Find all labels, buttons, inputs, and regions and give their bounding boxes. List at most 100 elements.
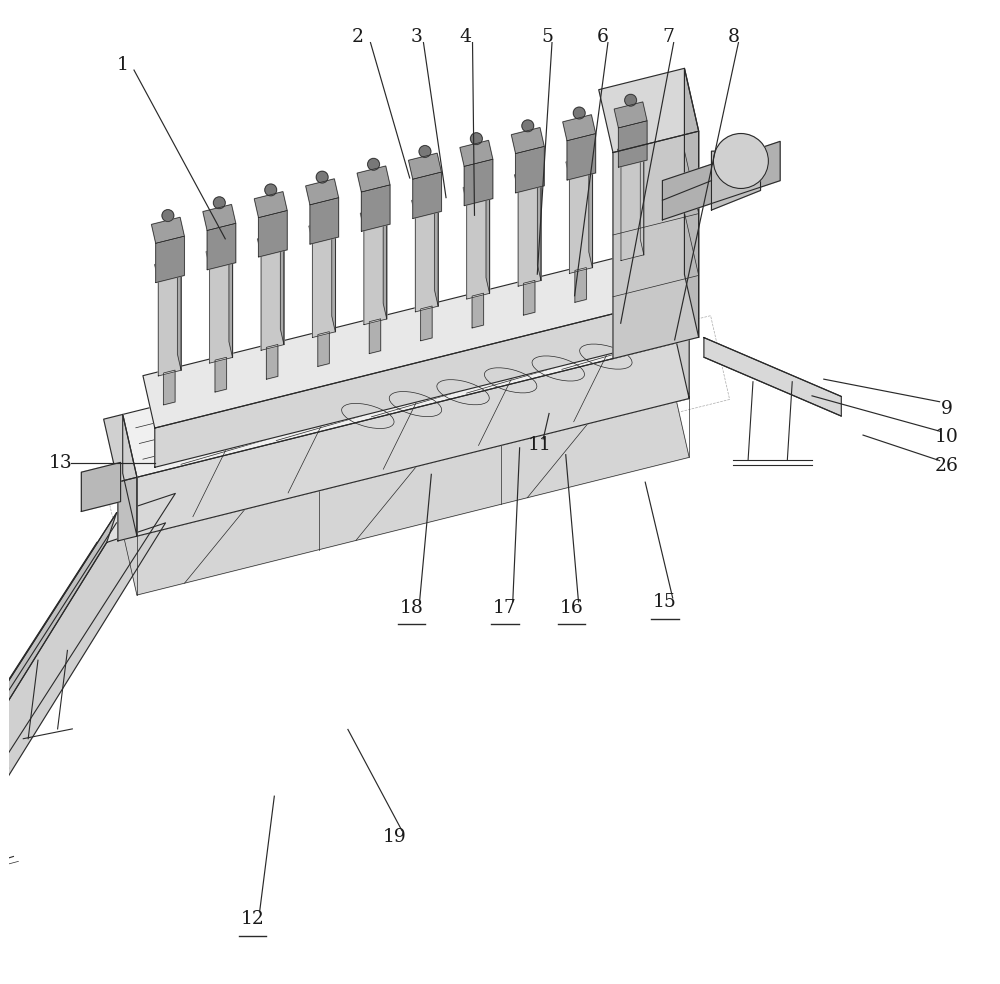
Polygon shape [332,220,335,332]
Polygon shape [409,154,441,179]
Polygon shape [0,523,166,827]
Polygon shape [313,236,335,338]
Text: 17: 17 [493,599,517,617]
Polygon shape [472,293,484,328]
Polygon shape [518,185,541,286]
Text: 13: 13 [49,454,72,471]
Polygon shape [229,246,233,357]
Text: 2: 2 [352,28,364,45]
Polygon shape [0,493,175,788]
Polygon shape [164,370,175,404]
Text: 4: 4 [460,28,472,45]
Polygon shape [613,131,699,358]
Polygon shape [360,208,387,229]
Polygon shape [626,255,638,289]
Circle shape [470,133,482,145]
Polygon shape [711,152,761,210]
Text: 9: 9 [941,400,952,417]
Polygon shape [464,159,493,206]
Polygon shape [383,208,387,319]
Polygon shape [640,144,644,255]
Circle shape [419,146,431,157]
Polygon shape [118,477,137,541]
Circle shape [625,94,637,106]
Polygon shape [675,277,689,399]
Circle shape [162,210,174,221]
Polygon shape [203,205,236,230]
Polygon shape [259,211,287,257]
Circle shape [573,107,585,119]
Polygon shape [104,414,137,482]
Polygon shape [143,248,669,428]
Polygon shape [155,300,669,467]
Circle shape [316,171,328,183]
Polygon shape [467,198,490,299]
Text: 12: 12 [241,910,265,928]
Text: 5: 5 [541,28,553,45]
Polygon shape [266,344,278,379]
Polygon shape [599,68,699,153]
Polygon shape [567,134,596,180]
Polygon shape [306,179,339,205]
Polygon shape [357,166,390,192]
Polygon shape [570,172,592,274]
Polygon shape [684,68,699,338]
Polygon shape [537,169,541,280]
Circle shape [213,197,225,209]
Polygon shape [516,147,544,193]
Polygon shape [618,121,647,167]
Polygon shape [137,339,689,536]
Text: 1: 1 [116,56,128,74]
Polygon shape [369,319,381,353]
Circle shape [368,158,379,170]
Polygon shape [421,306,432,340]
Polygon shape [364,223,387,325]
Text: 11: 11 [527,436,551,454]
Polygon shape [158,275,181,376]
Circle shape [713,134,768,189]
Text: 26: 26 [935,458,958,475]
Text: 18: 18 [400,599,424,617]
Polygon shape [415,211,438,312]
Polygon shape [621,159,644,261]
Text: 6: 6 [597,28,609,45]
Polygon shape [412,195,438,216]
Polygon shape [215,357,226,392]
Polygon shape [566,156,592,178]
Polygon shape [280,233,284,344]
Polygon shape [207,223,236,270]
Polygon shape [210,262,233,363]
Polygon shape [123,395,689,595]
Polygon shape [206,246,233,268]
Polygon shape [261,249,284,350]
Polygon shape [258,233,284,255]
Text: 10: 10 [935,428,958,446]
Polygon shape [460,141,493,166]
Polygon shape [435,195,438,306]
Polygon shape [151,217,184,243]
Polygon shape [413,172,441,218]
Polygon shape [155,259,181,280]
Text: 16: 16 [560,599,584,617]
Polygon shape [486,182,490,293]
Polygon shape [318,332,329,366]
Polygon shape [614,102,647,128]
Polygon shape [254,192,287,217]
Text: 7: 7 [663,28,675,45]
Polygon shape [589,156,592,268]
Text: 3: 3 [411,28,423,45]
Polygon shape [511,128,544,154]
Polygon shape [575,268,586,302]
Polygon shape [309,220,335,242]
Polygon shape [704,338,841,416]
Polygon shape [617,144,644,165]
Polygon shape [515,169,541,191]
Polygon shape [123,414,137,536]
Text: 8: 8 [728,28,740,45]
Text: 15: 15 [653,593,677,611]
Polygon shape [178,259,181,370]
Polygon shape [524,280,535,315]
Polygon shape [361,185,390,231]
Polygon shape [0,513,116,827]
Text: 19: 19 [383,829,407,846]
